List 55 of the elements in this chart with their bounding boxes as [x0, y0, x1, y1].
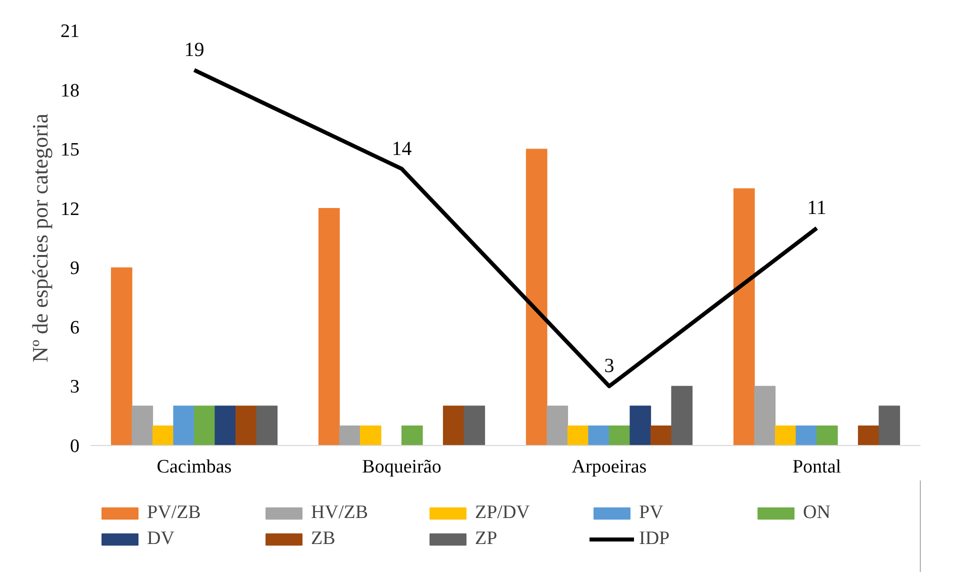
y-tick-label: 9 — [70, 258, 80, 280]
y-tick-label: 21 — [60, 21, 80, 42]
x-tick-label: Arpoeiras — [572, 456, 647, 478]
legend-label: ON — [803, 502, 832, 524]
bar — [630, 406, 652, 446]
bar — [339, 425, 361, 446]
bar — [671, 386, 693, 446]
y-tick-label: 15 — [60, 140, 80, 161]
bar — [152, 425, 174, 446]
legend-label: ZP — [475, 528, 498, 550]
bar — [650, 425, 672, 446]
bar — [194, 406, 216, 446]
legend-label: IDP — [639, 528, 671, 550]
legend-label: DV — [147, 528, 176, 550]
y-tick-label: 12 — [60, 198, 80, 220]
bar — [567, 425, 589, 446]
y-tick-label: 18 — [60, 80, 80, 102]
legend-label: ZP/DV — [475, 502, 531, 524]
bar — [235, 406, 257, 446]
legend-label: ZB — [311, 528, 336, 550]
bar — [442, 406, 464, 446]
bar — [816, 425, 838, 446]
y-tick-label: 0 — [70, 436, 80, 457]
bar — [774, 425, 796, 446]
bar — [858, 425, 880, 446]
bar — [173, 406, 195, 446]
y-tick-label: 6 — [70, 317, 80, 338]
bar — [878, 406, 900, 446]
data-label: 11 — [807, 197, 826, 220]
legend-label: PV — [639, 502, 664, 524]
bar — [733, 188, 755, 446]
bar — [588, 425, 610, 446]
bar — [796, 425, 818, 446]
bar — [256, 406, 278, 446]
bar — [608, 425, 630, 446]
bar — [546, 406, 568, 446]
bar — [132, 406, 154, 446]
bar — [110, 267, 132, 446]
data-label: 14 — [392, 138, 412, 160]
data-label: 3 — [604, 355, 614, 378]
bar — [214, 406, 236, 446]
bar — [464, 406, 486, 446]
bar — [526, 148, 548, 446]
x-tick-label: Boqueirão — [362, 456, 442, 478]
bar — [401, 425, 423, 446]
x-tick-label: Cacimbas — [156, 456, 232, 478]
y-tick-label: 3 — [70, 376, 80, 398]
legend-label: HV/ZB — [311, 502, 369, 524]
y-axis-title: Nº de espécies por categoria — [28, 113, 52, 362]
bar — [754, 386, 776, 446]
data-label: 19 — [184, 39, 204, 62]
bar — [360, 425, 382, 446]
legend-label: PV/ZB — [147, 502, 202, 524]
x-tick-label: Pontal — [792, 456, 842, 478]
bar — [318, 208, 340, 446]
